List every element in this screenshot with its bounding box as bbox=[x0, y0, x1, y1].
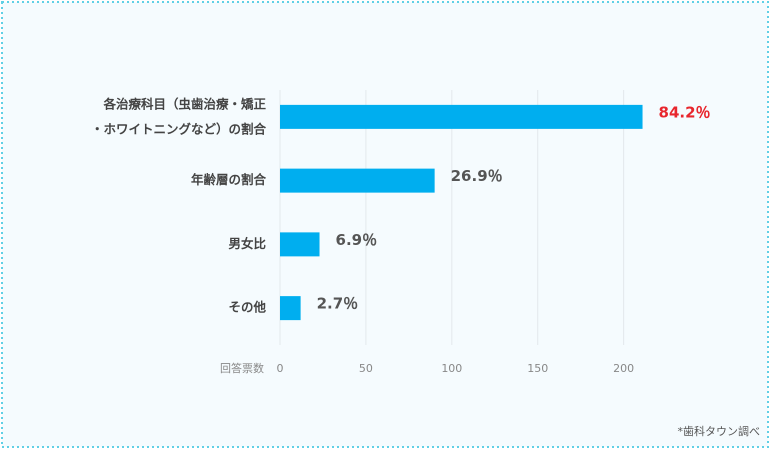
value-label: 6.9％ bbox=[336, 231, 378, 249]
y-tick-label: その他 bbox=[228, 300, 266, 315]
x-tick-label: 0 bbox=[277, 362, 284, 375]
bar bbox=[280, 104, 643, 129]
bar bbox=[280, 232, 320, 257]
value-label: 2.7％ bbox=[317, 295, 359, 313]
footnote: *歯科タウン調べ bbox=[678, 424, 761, 438]
y-tick-label: 男女比 bbox=[228, 236, 266, 251]
value-label: 84.2％ bbox=[659, 103, 711, 121]
x-tick-label: 50 bbox=[359, 362, 373, 375]
x-tick-label: 200 bbox=[613, 362, 634, 375]
bar bbox=[280, 168, 435, 193]
x-tick-label: 100 bbox=[441, 362, 462, 375]
y-tick-label: 年齢層の割合 bbox=[191, 172, 267, 187]
bar bbox=[280, 296, 301, 321]
x-tick-label: 150 bbox=[527, 362, 548, 375]
value-label: 26.9％ bbox=[451, 167, 503, 185]
x-axis-label: 回答票数 bbox=[220, 361, 264, 375]
y-tick-label: 各治療科目（虫歯治療・矯正・ホワイトニングなど）の割合 bbox=[91, 96, 267, 136]
